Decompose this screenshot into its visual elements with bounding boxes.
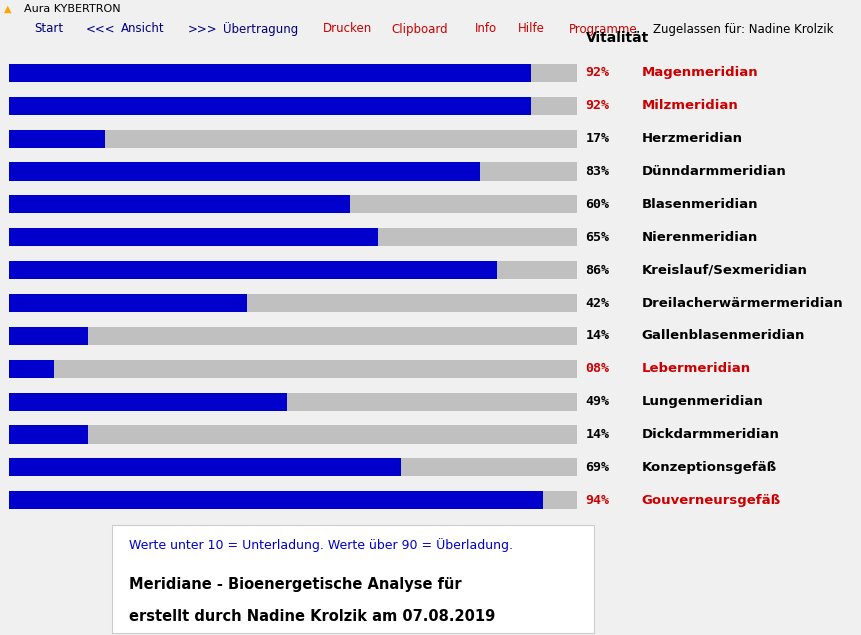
Text: Aura KYBERTRON: Aura KYBERTRON	[24, 4, 121, 14]
Text: 14%: 14%	[585, 428, 610, 441]
Bar	[400, 458, 577, 476]
Text: 60%: 60%	[585, 198, 610, 211]
Text: Zugelassen für: Nadine Krolzik: Zugelassen für: Nadine Krolzik	[653, 22, 833, 36]
Text: ▲: ▲	[4, 4, 12, 14]
Text: Lebermeridian: Lebermeridian	[641, 362, 751, 375]
Bar	[378, 228, 577, 246]
Bar	[9, 196, 350, 213]
Bar	[9, 359, 54, 378]
Bar	[9, 130, 105, 148]
Bar	[105, 130, 577, 148]
Text: Dreilacherwärmermeridian: Dreilacherwärmermeridian	[641, 297, 843, 309]
Bar	[54, 359, 577, 378]
Text: Kreislauf/Sexmeridian: Kreislauf/Sexmeridian	[641, 264, 808, 277]
Bar	[9, 163, 480, 180]
Bar	[350, 196, 577, 213]
Text: 65%: 65%	[585, 231, 610, 244]
Text: Vitalität: Vitalität	[585, 31, 648, 45]
Text: Hilfe: Hilfe	[518, 22, 545, 36]
Text: 86%: 86%	[585, 264, 610, 277]
Text: 83%: 83%	[585, 165, 610, 178]
Text: Gallenblasenmeridian: Gallenblasenmeridian	[641, 330, 805, 342]
Bar	[9, 261, 498, 279]
Text: 17%: 17%	[585, 132, 610, 145]
Bar	[9, 458, 400, 476]
Text: 69%: 69%	[585, 461, 610, 474]
Bar	[9, 491, 542, 509]
Bar	[287, 392, 577, 411]
Text: Milzmeridian: Milzmeridian	[641, 99, 738, 112]
Bar	[531, 64, 577, 82]
Text: Meridiane - Bioenergetische Analyse für: Meridiane - Bioenergetische Analyse für	[129, 577, 461, 592]
Text: Dünndarmmeridian: Dünndarmmeridian	[641, 165, 786, 178]
Text: >>>: >>>	[189, 22, 218, 36]
FancyBboxPatch shape	[112, 525, 594, 632]
Text: Blasenmeridian: Blasenmeridian	[641, 198, 758, 211]
Bar	[9, 392, 287, 411]
Text: Clipboard: Clipboard	[391, 22, 448, 36]
Text: Übertragung: Übertragung	[223, 22, 298, 36]
Text: 08%: 08%	[585, 362, 610, 375]
Text: 42%: 42%	[585, 297, 610, 309]
Text: Ansicht: Ansicht	[121, 22, 164, 36]
Text: Werte unter 10 = Unterladung. Werte über 90 = Überladung.: Werte unter 10 = Unterladung. Werte über…	[129, 538, 513, 552]
Text: 94%: 94%	[585, 494, 610, 507]
Bar	[498, 261, 577, 279]
Bar	[88, 327, 577, 345]
Text: Drucken: Drucken	[324, 22, 373, 36]
Text: Dickdarmmeridian: Dickdarmmeridian	[641, 428, 779, 441]
Bar	[9, 64, 531, 82]
Text: Magenmeridian: Magenmeridian	[641, 67, 758, 79]
Text: Herzmeridian: Herzmeridian	[641, 132, 742, 145]
Bar	[88, 425, 577, 444]
Text: Info: Info	[475, 22, 497, 36]
Text: 49%: 49%	[585, 395, 610, 408]
Text: Konzeptionsgefäß: Konzeptionsgefäß	[641, 461, 777, 474]
Bar	[9, 228, 378, 246]
Text: Gouverneursgefäß: Gouverneursgefäß	[641, 494, 781, 507]
Bar	[531, 97, 577, 115]
Text: 92%: 92%	[585, 99, 610, 112]
Bar	[542, 491, 577, 509]
Bar	[9, 327, 88, 345]
Bar	[247, 294, 577, 312]
Text: Programme: Programme	[569, 22, 638, 36]
Bar	[480, 163, 577, 180]
Bar	[9, 425, 88, 444]
Bar	[9, 97, 531, 115]
Bar	[9, 294, 247, 312]
Text: Start: Start	[34, 22, 64, 36]
Text: 92%: 92%	[585, 67, 610, 79]
Text: Nierenmeridian: Nierenmeridian	[641, 231, 758, 244]
Text: 14%: 14%	[585, 330, 610, 342]
Text: Lungenmeridian: Lungenmeridian	[641, 395, 763, 408]
Text: <<<: <<<	[86, 22, 115, 36]
Text: erstellt durch Nadine Krolzik am 07.08.2019: erstellt durch Nadine Krolzik am 07.08.2…	[129, 609, 495, 624]
